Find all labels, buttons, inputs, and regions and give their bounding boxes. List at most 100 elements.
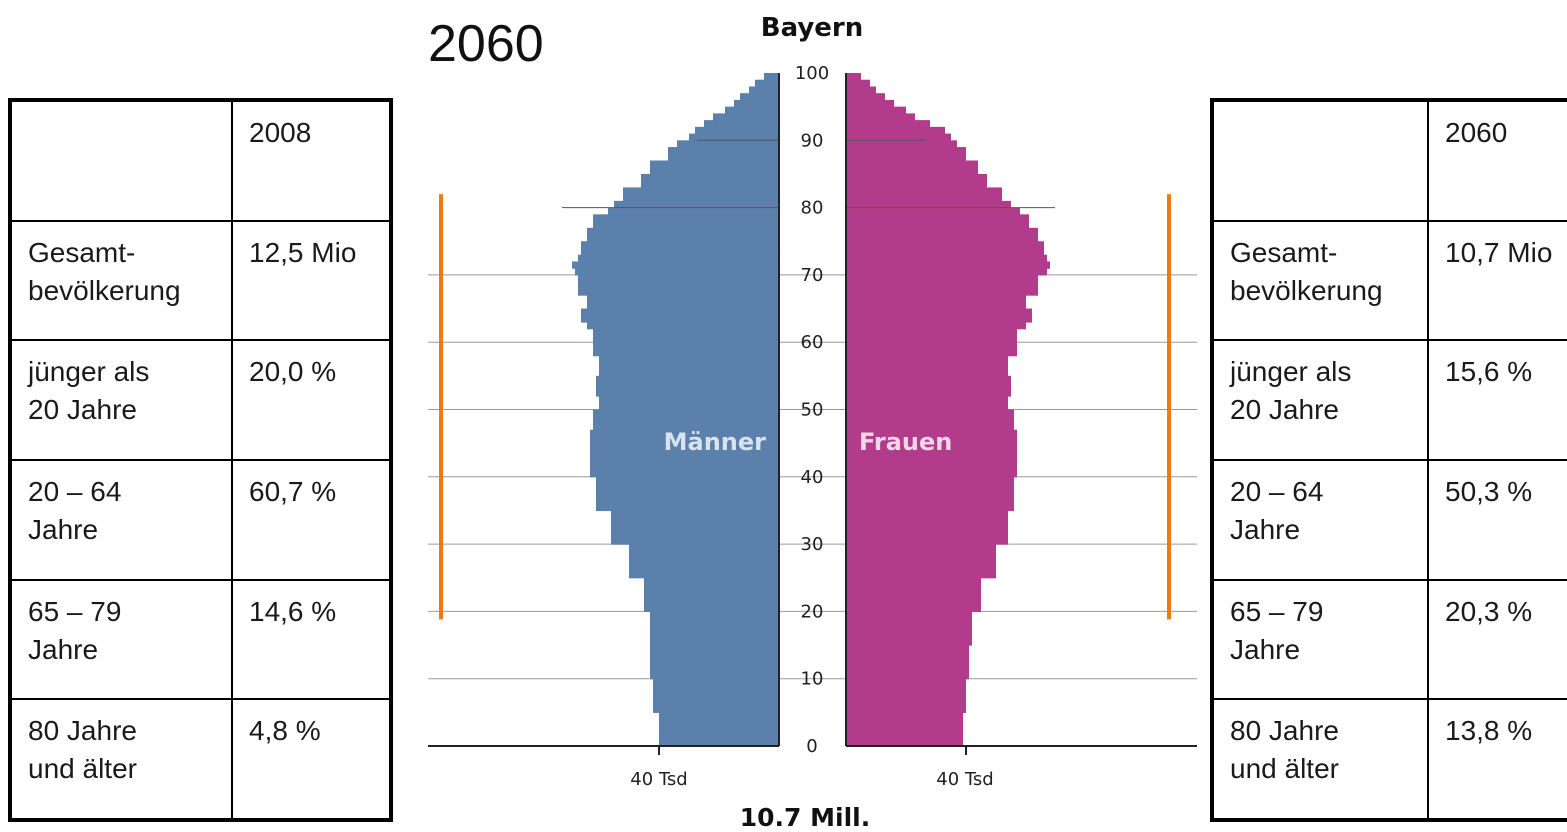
men-age-bar bbox=[659, 712, 779, 747]
women-age-bar bbox=[846, 375, 1011, 397]
y-tick-label: 70 bbox=[801, 265, 824, 286]
women-age-bar bbox=[846, 147, 966, 162]
women-age-bar bbox=[846, 241, 1044, 256]
men-age-bar bbox=[572, 261, 779, 269]
table-2060: 2060 Gesamt- bevölkerung 10,7 Mio jünger… bbox=[1210, 98, 1567, 822]
women-age-bar bbox=[846, 443, 1017, 478]
y-tick-label: 100 bbox=[795, 63, 829, 84]
women-age-bar bbox=[846, 106, 906, 114]
women-age-bar bbox=[846, 133, 951, 141]
men-age-bar bbox=[764, 73, 779, 81]
women-age-bar bbox=[846, 645, 969, 680]
men-age-bar bbox=[623, 187, 779, 202]
men-age-bar bbox=[599, 355, 779, 377]
women-age-bar bbox=[846, 409, 1014, 431]
row-label: jünger als 20 Jahre bbox=[1211, 339, 1429, 461]
women-age-bar bbox=[846, 274, 1038, 296]
women-age-bar bbox=[846, 544, 996, 579]
x-tick-label-women: 40 Tsd bbox=[936, 769, 993, 790]
men-series-label: Männer bbox=[664, 428, 767, 456]
women-age-bar bbox=[846, 99, 894, 108]
men-age-bar bbox=[668, 147, 779, 162]
row-label: Gesamt- bevölkerung bbox=[1211, 219, 1429, 342]
table-header-empty bbox=[1211, 99, 1429, 222]
men-age-bar bbox=[587, 227, 779, 242]
men-age-bar bbox=[695, 126, 779, 135]
men-age-bar bbox=[587, 322, 779, 330]
women-age-bar bbox=[846, 355, 1008, 377]
women-age-bar bbox=[846, 79, 870, 88]
women-age-bar bbox=[846, 93, 885, 101]
men-age-bar bbox=[575, 268, 779, 276]
row-label: 20 – 64 Jahre bbox=[9, 458, 233, 581]
women-age-bar bbox=[846, 322, 1026, 330]
men-age-bar bbox=[713, 113, 779, 121]
total-population-label: 10.7 Mill. bbox=[740, 803, 870, 832]
women-series-label: Frauen bbox=[859, 428, 952, 456]
men-age-bar bbox=[689, 133, 779, 141]
row-label: jünger als 20 Jahre bbox=[9, 339, 233, 461]
table-2008: 2008 Gesamt- bevölkerung 12,5 Mio jünger… bbox=[8, 98, 393, 822]
row-label: 65 – 79 Jahre bbox=[9, 578, 233, 701]
row-label: Gesamt- bevölkerung bbox=[9, 219, 233, 342]
row-value: 14,6 % bbox=[231, 578, 392, 701]
chart-title: Bayern bbox=[761, 13, 863, 43]
women-age-bar bbox=[846, 140, 957, 148]
row-value: 12,5 Mio bbox=[231, 219, 392, 342]
row-value: 4,8 % bbox=[231, 698, 392, 821]
men-age-bar bbox=[608, 207, 779, 215]
men-age-bar bbox=[677, 140, 779, 148]
row-value: 60,7 % bbox=[231, 458, 392, 581]
y-tick-label: 20 bbox=[801, 601, 824, 622]
women-age-bar bbox=[846, 187, 1002, 202]
women-age-bar bbox=[846, 160, 978, 175]
men-age-bar bbox=[596, 476, 779, 512]
men-age-bar bbox=[614, 200, 779, 209]
row-value: 20,0 % bbox=[231, 339, 392, 461]
row-label: 65 – 79 Jahre bbox=[1211, 578, 1429, 701]
women-age-bar bbox=[846, 611, 972, 646]
men-age-bar bbox=[725, 106, 779, 114]
women-age-bar bbox=[846, 254, 1047, 263]
women-age-bar bbox=[846, 200, 1011, 209]
men-age-bar bbox=[740, 93, 779, 101]
women-age-bar bbox=[846, 227, 1038, 242]
women-age-bar bbox=[846, 712, 963, 747]
women-age-bar bbox=[846, 308, 1032, 323]
women-age-bar bbox=[846, 396, 1008, 411]
women-age-bar bbox=[846, 173, 987, 189]
row-label: 80 Jahre und älter bbox=[1211, 698, 1429, 821]
women-age-bar bbox=[846, 429, 1017, 444]
men-age-bar bbox=[650, 645, 779, 680]
women-age-bar bbox=[846, 120, 930, 128]
men-age-bar bbox=[581, 241, 779, 256]
women-age-bar bbox=[846, 328, 1017, 357]
men-age-bar bbox=[578, 274, 779, 296]
y-tick-label: 90 bbox=[801, 130, 824, 151]
y-tick-label: 80 bbox=[801, 198, 824, 219]
women-age-bar bbox=[846, 510, 1008, 545]
heading-year: 2060 bbox=[428, 15, 544, 73]
row-value: 13,8 % bbox=[1427, 698, 1567, 821]
women-age-bar bbox=[846, 261, 1050, 269]
women-age-bar bbox=[846, 577, 981, 612]
y-tick-label: 50 bbox=[801, 400, 824, 421]
men-age-bar bbox=[734, 99, 779, 108]
men-age-bar bbox=[596, 375, 779, 397]
women-age-bar bbox=[846, 476, 1014, 512]
women-age-bar bbox=[846, 214, 1029, 229]
men-age-bar bbox=[641, 173, 779, 189]
men-age-bar bbox=[578, 254, 779, 263]
men-age-bar bbox=[593, 328, 779, 357]
men-age-bar bbox=[581, 308, 779, 323]
men-age-bar bbox=[749, 86, 779, 94]
men-age-bar bbox=[704, 120, 779, 128]
women-age-bar bbox=[846, 678, 966, 713]
row-value: 20,3 % bbox=[1427, 578, 1567, 701]
y-tick-label: 40 bbox=[801, 467, 824, 488]
table-header-year: 2060 bbox=[1427, 99, 1567, 222]
table-header-empty bbox=[9, 99, 233, 222]
men-age-bar bbox=[599, 396, 779, 411]
y-tick-label: 10 bbox=[801, 669, 824, 690]
men-age-bar bbox=[629, 544, 779, 579]
